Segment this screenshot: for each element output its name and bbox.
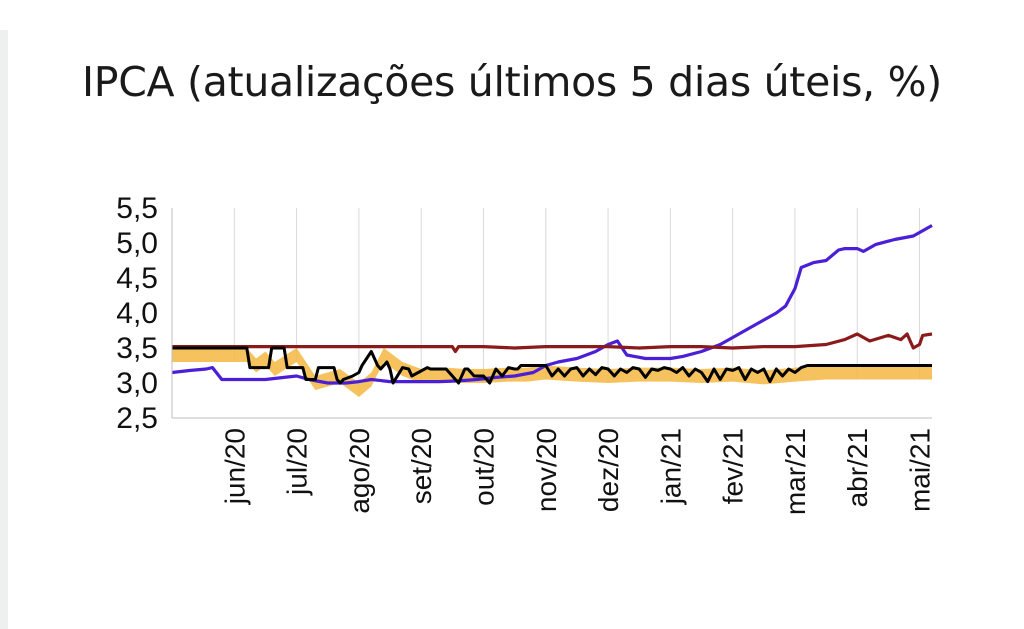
x-tick-labels: jun/20 jul/20 ago/20 set/20 out/20 nov/20 dez/…	[219, 428, 935, 515]
x-tick-label: abr/21	[842, 428, 873, 507]
x-tick-label: out/20	[468, 428, 499, 506]
axes	[171, 208, 932, 419]
x-tick-label: set/20	[406, 428, 437, 504]
y-tick-label: 3,5	[116, 332, 158, 365]
x-tick-label: jun/20	[219, 428, 250, 505]
area-layer	[172, 348, 932, 418]
chart-title: IPCA (atualizações últimos 5 dias úteis,…	[82, 58, 942, 106]
x-tick-label: mai/21	[905, 428, 936, 512]
x-tick-label: jan/21	[655, 428, 686, 505]
x-tick-label: mar/21	[780, 428, 811, 515]
series-area-mask-0	[172, 362, 932, 418]
x-tick-label: nov/20	[531, 428, 562, 512]
x-tick-label: dez/20	[593, 428, 624, 512]
series-line-2	[172, 332, 933, 354]
x-tick-label: ago/20	[344, 428, 375, 514]
screen-edge	[0, 30, 8, 629]
series-line-1	[171, 224, 933, 385]
x-tick-label: jul/20	[282, 428, 313, 496]
y-tick-label: 2,5	[116, 402, 158, 435]
y-tick-labels: 5,55,04,54,03,53,02,5	[116, 192, 158, 435]
chart-card	[8, 30, 1024, 629]
x-tick-label: fev/21	[718, 428, 749, 504]
y-tick-label: 5,5	[116, 192, 158, 225]
y-tick-label: 3,0	[116, 367, 158, 400]
series-lines	[171, 224, 933, 385]
y-tick-label: 4,5	[116, 262, 158, 295]
y-tick-label: 4,0	[116, 297, 158, 330]
y-tick-label: 5,0	[116, 227, 158, 260]
series-line-3	[172, 346, 932, 385]
